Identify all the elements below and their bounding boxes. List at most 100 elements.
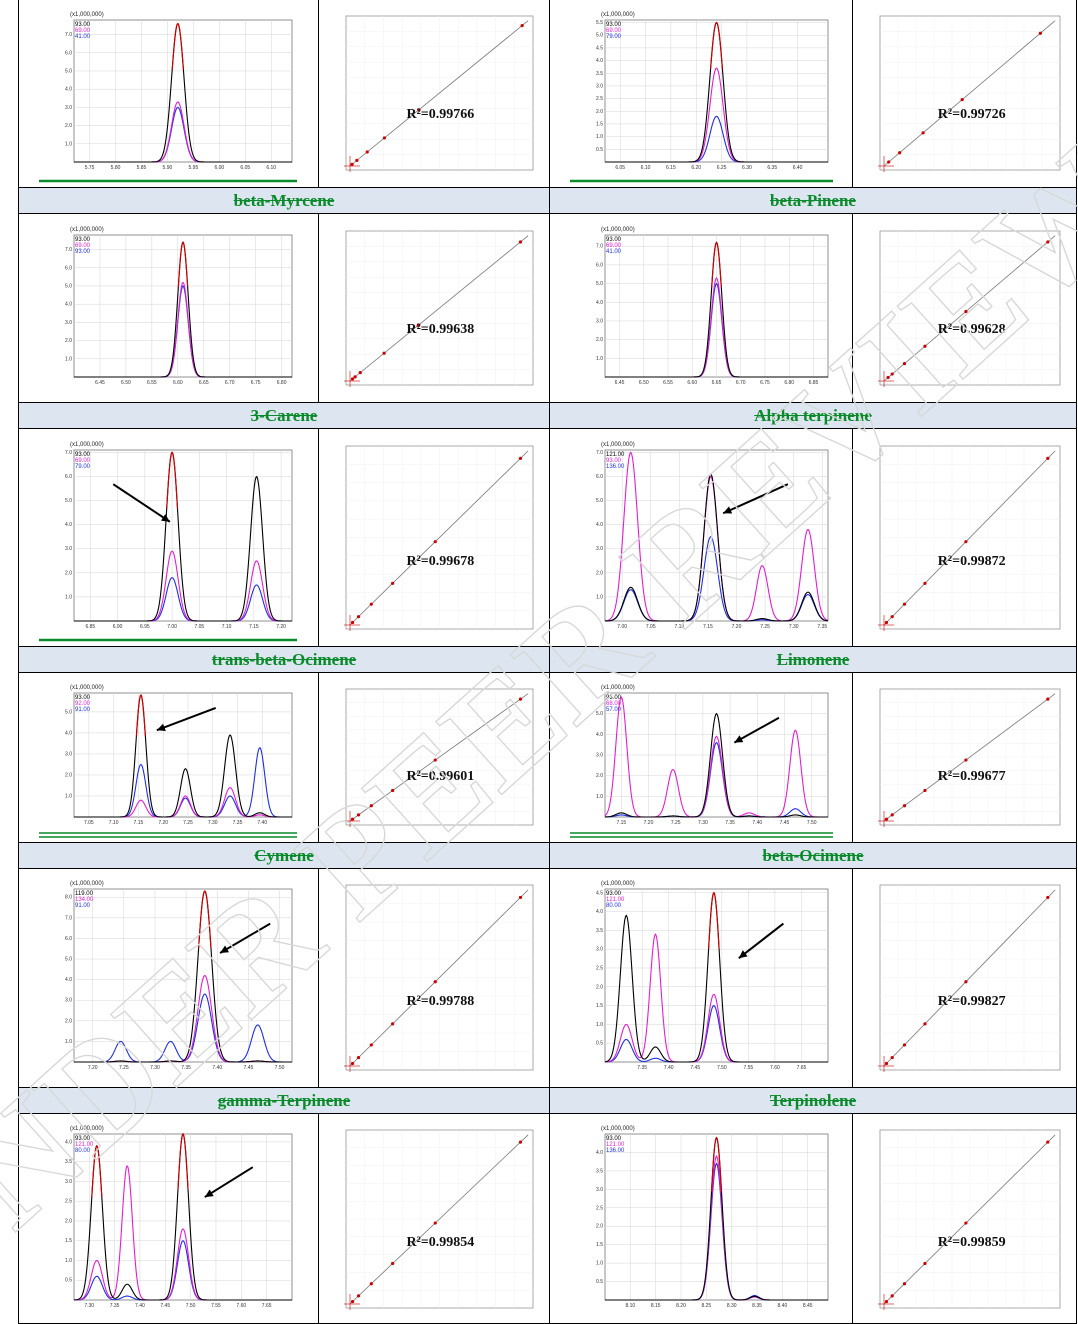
r-squared-label: R²=0.99638 [406, 321, 475, 337]
y-tick-label: 6.0 [596, 262, 603, 268]
x-tick-label: 5.95 [189, 165, 199, 171]
legend-entry: 93.00 [75, 695, 91, 701]
x-tick-label: 6.65 [712, 380, 722, 386]
r-squared-label: R²=0.99677 [937, 769, 1006, 785]
calibration-point [382, 136, 387, 140]
calibration-point [382, 351, 386, 355]
y-tick-label: 3.5 [596, 1168, 603, 1174]
calibration-point [518, 240, 523, 244]
x-tick-label: 7.40 [752, 820, 762, 826]
peak-highlight [171, 22, 185, 70]
x-tick-label: 7.60 [236, 1303, 246, 1309]
x-tick-label: 7.35 [181, 1065, 191, 1071]
chromatogram: 7.00 7.05 7.10 7.15 7.20 7.25 7.30 7.35 1.0 2.0 3.… [565, 436, 838, 643]
x-tick-label: 6.75 [760, 380, 770, 386]
plot-frame [73, 1133, 293, 1301]
legend-entry: 93.00 [606, 695, 622, 701]
x-tick-label: 6.30 [742, 165, 752, 171]
calibration-point [369, 1043, 373, 1047]
x-tick-label: 5.80 [111, 165, 121, 171]
x-tick-label: 7.15 [616, 820, 626, 826]
x-tick-label: 7.10 [109, 820, 119, 826]
y-tick-label: 2.5 [596, 96, 603, 102]
y-scale-label: (x1,000,000) [70, 12, 104, 18]
x-tick-label: 7.00 [617, 624, 627, 630]
y-tick-label: 5.0 [596, 33, 603, 39]
x-tick-label: 6.50 [121, 380, 131, 386]
x-tick-label: 7.30 [84, 1303, 94, 1309]
y-scale-label: (x1,000,000) [601, 685, 635, 691]
table-border-v [1076, 0, 1077, 1324]
x-tick-label: 8.45 [803, 1303, 813, 1309]
plot-frame [604, 449, 829, 622]
calibration-point [890, 372, 894, 376]
r-squared-label: R²=0.99854 [406, 1234, 475, 1250]
calibration-point [902, 1282, 907, 1286]
y-tick-label: 2.0 [65, 1018, 72, 1024]
x-tick-label: 8.35 [752, 1303, 762, 1309]
black-trace [604, 473, 829, 622]
y-scale-label: (x1,000,000) [70, 685, 104, 691]
calibration-point [1046, 1140, 1050, 1144]
x-tick-label: 6.25 [717, 165, 727, 171]
y-tick-label: 5.0 [65, 957, 72, 963]
peak-highlight [91, 1145, 103, 1198]
y-tick-label: 1.0 [65, 1258, 72, 1264]
x-tick-label: 6.80 [277, 380, 287, 386]
plot-frame [73, 234, 293, 378]
black-trace [74, 694, 292, 818]
x-tick-label: 6.70 [225, 380, 235, 386]
y-tick-label: 7.0 [65, 247, 72, 253]
calibration-point [518, 895, 523, 900]
plot-frame [73, 692, 293, 818]
x-tick-label: 7.45 [160, 1303, 170, 1309]
legend-entry: 93.00 [606, 891, 622, 897]
legend-entry: 41.00 [75, 34, 91, 40]
x-tick-label: 8.15 [651, 1303, 661, 1309]
y-tick-label: 3.0 [596, 1187, 603, 1193]
y-tick-label: 2.5 [596, 965, 603, 971]
compound-header: gamma-Terpinene [19, 1087, 549, 1114]
x-tick-label: 8.30 [727, 1303, 737, 1309]
regression-line [349, 450, 529, 626]
y-tick-label: 0.5 [596, 147, 603, 153]
regression-line [349, 693, 529, 822]
x-tick-label: 7.20 [276, 624, 286, 630]
y-tick-label: 1.5 [596, 1003, 603, 1009]
calibration-point [350, 817, 355, 821]
calibration-point [1038, 31, 1042, 35]
x-tick-label: 8.25 [701, 1303, 711, 1309]
x-tick-label: 7.10 [222, 624, 232, 630]
x-tick-label: 6.45 [615, 380, 625, 386]
legend-entry: 121.00 [606, 897, 625, 903]
legend-entry: 93.00 [606, 1136, 622, 1142]
y-tick-label: 3.0 [596, 318, 603, 324]
peak-highlight [177, 1133, 189, 1190]
legend-entry: 69.00 [75, 28, 91, 34]
calibration-point [365, 150, 369, 154]
y-scale-label: (x1,000,000) [70, 1126, 104, 1132]
legend-entry: 93.00 [75, 1136, 91, 1142]
x-tick-label: 5.75 [85, 165, 95, 171]
y-tick-label: 3.0 [65, 546, 72, 552]
chromatogram: 6.85 6.90 6.95 7.00 7.05 7.10 7.15 7.20 1.0 2.0 3.… [34, 436, 302, 643]
r-squared-label: R²=0.99859 [937, 1234, 1006, 1250]
legend-entry: 80.00 [606, 903, 622, 909]
y-tick-label: 3.0 [596, 546, 603, 552]
r-squared-label: R²=0.99678 [406, 553, 475, 569]
y-tick-label: 2.0 [65, 338, 72, 344]
calibration-point [884, 1061, 889, 1066]
calibration-point [964, 540, 968, 544]
x-tick-label: 6.40 [793, 165, 803, 171]
legend-entry: 93.00 [606, 237, 622, 243]
legend-entry: 119.00 [75, 891, 94, 897]
y-tick-label: 4.0 [596, 909, 603, 915]
arrow [733, 716, 780, 744]
peak-highlight [711, 241, 722, 288]
regression-line [883, 450, 1056, 626]
plot-frame [73, 19, 293, 163]
y-tick-label: 2.0 [596, 773, 603, 779]
regression-line [883, 1134, 1056, 1305]
y-tick-label: 2.0 [65, 772, 72, 778]
